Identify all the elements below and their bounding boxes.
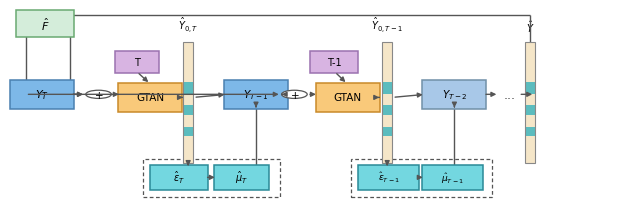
Text: GTAN: GTAN [136, 93, 164, 103]
Bar [382, 43, 392, 163]
Bar [183, 43, 193, 83]
Text: $Y_T$: $Y_T$ [35, 88, 49, 102]
Bar [183, 127, 193, 137]
FancyBboxPatch shape [422, 81, 486, 109]
Text: $+$: $+$ [290, 89, 299, 100]
Text: T: T [134, 58, 140, 68]
FancyBboxPatch shape [118, 84, 182, 112]
Text: $\hat{Y}$: $\hat{Y}$ [525, 19, 534, 35]
Bar [183, 115, 193, 127]
Bar [183, 43, 193, 163]
Text: $\hat{\epsilon}_T$: $\hat{\epsilon}_T$ [173, 170, 185, 185]
Bar [525, 83, 535, 95]
Bar [382, 137, 392, 163]
Bar [382, 105, 392, 115]
FancyBboxPatch shape [150, 165, 208, 190]
FancyBboxPatch shape [358, 165, 419, 190]
Circle shape [86, 91, 111, 99]
Bar [525, 137, 535, 163]
Circle shape [282, 91, 307, 99]
Bar [525, 105, 535, 115]
Bar [382, 115, 392, 127]
Text: $\hat{Y}_{0,T-1}$: $\hat{Y}_{0,T-1}$ [371, 16, 403, 35]
FancyBboxPatch shape [224, 81, 288, 109]
Bar [183, 83, 193, 95]
Text: $\hat{\mu}_{T-1}$: $\hat{\mu}_{T-1}$ [442, 170, 464, 185]
Bar [525, 127, 535, 137]
Text: GTAN: GTAN [333, 93, 362, 103]
Bar [183, 105, 193, 115]
Bar [525, 43, 535, 83]
FancyBboxPatch shape [10, 81, 74, 109]
FancyBboxPatch shape [115, 52, 159, 73]
FancyBboxPatch shape [16, 11, 74, 38]
Bar [382, 127, 392, 137]
FancyBboxPatch shape [310, 52, 358, 73]
Text: ...: ... [504, 88, 516, 101]
Bar [382, 43, 392, 83]
Text: $+$: $+$ [94, 89, 103, 100]
FancyBboxPatch shape [422, 165, 483, 190]
Text: $\hat{\mu}_T$: $\hat{\mu}_T$ [235, 169, 248, 186]
Bar [525, 43, 535, 163]
Bar [183, 95, 193, 105]
Text: T-1: T-1 [327, 58, 342, 68]
Bar [525, 115, 535, 127]
Text: $Y_{T-1}$: $Y_{T-1}$ [243, 88, 269, 102]
FancyBboxPatch shape [214, 165, 269, 190]
Bar [382, 83, 392, 95]
FancyBboxPatch shape [316, 84, 380, 112]
Bar [183, 137, 193, 163]
Bar [525, 95, 535, 105]
Text: $\hat{F}$: $\hat{F}$ [40, 16, 49, 33]
Bar [382, 95, 392, 105]
Text: $\hat{Y}_{0,T}$: $\hat{Y}_{0,T}$ [178, 16, 198, 35]
Text: $Y_{T-2}$: $Y_{T-2}$ [442, 88, 467, 102]
Text: $\hat{\epsilon}_{T-1}$: $\hat{\epsilon}_{T-1}$ [378, 171, 400, 184]
